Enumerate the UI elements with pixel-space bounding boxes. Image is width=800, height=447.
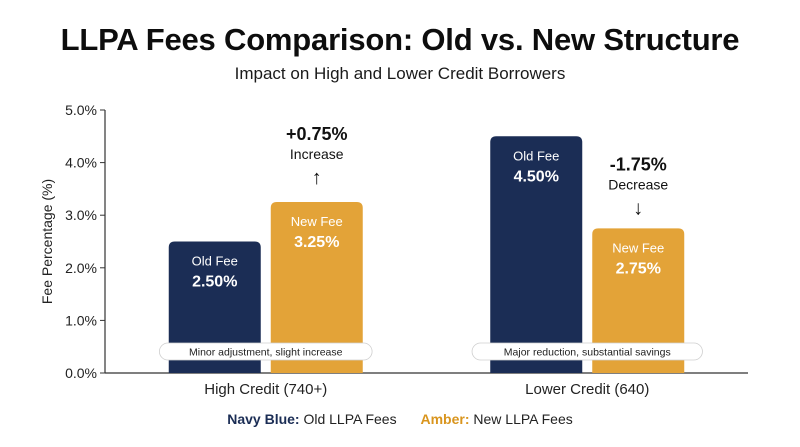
note-text: Major reduction, substantial savings — [504, 347, 671, 359]
bar-series-label: Old Fee — [513, 148, 559, 163]
chart-subtitle: Impact on High and Lower Credit Borrower… — [234, 64, 566, 83]
x-tick-label: Lower Credit (640) — [525, 381, 649, 398]
bar-value-label: 2.75% — [616, 260, 661, 277]
arrow-down-icon: ↓ — [633, 197, 643, 219]
change-value: -1.75% — [610, 154, 667, 174]
note-text: Minor adjustment, slight increase — [189, 347, 343, 359]
bar-value-label: 3.25% — [294, 234, 339, 251]
bar-value-label: 2.50% — [192, 274, 237, 291]
bar-series-label: Old Fee — [192, 254, 238, 269]
bar-series-label: New Fee — [291, 214, 343, 229]
y-tick-label: 4.0% — [65, 155, 97, 171]
bar-value-label: 4.50% — [514, 168, 559, 185]
bar-old-fee — [490, 136, 583, 373]
bar-series-label: New Fee — [612, 240, 664, 255]
y-tick-label: 2.0% — [65, 260, 97, 276]
bar-new-fee — [270, 202, 363, 373]
legend-old: Navy Blue: Old LLPA Fees — [227, 411, 396, 427]
legend-old-key: Navy Blue: — [227, 411, 300, 427]
note-pill — [471, 342, 703, 361]
bar-new-fee — [592, 228, 685, 373]
y-axis-label: Fee Percentage (%) — [39, 179, 55, 304]
change-text: Increase — [290, 146, 344, 162]
y-tick-label: 3.0% — [65, 207, 97, 223]
legend-new: Amber: New LLPA Fees — [421, 411, 573, 427]
y-tick-label: 0.0% — [65, 365, 97, 381]
note-pill — [158, 342, 373, 361]
x-tick-label: High Credit (740+) — [204, 381, 327, 398]
change-value: +0.75% — [286, 124, 348, 144]
legend: Navy Blue: Old LLPA Fees Amber: New LLPA… — [0, 411, 800, 427]
chart-title: LLPA Fees Comparison: Old vs. New Struct… — [60, 22, 740, 57]
legend-new-key: Amber: — [420, 411, 470, 427]
y-tick-label: 5.0% — [65, 102, 97, 118]
y-tick-label: 1.0% — [65, 312, 97, 328]
legend-old-label: Old LLPA Fees — [303, 411, 397, 427]
change-text: Decrease — [608, 176, 668, 192]
bar-old-fee — [168, 241, 261, 373]
arrow-up-icon: ↑ — [312, 167, 322, 189]
legend-new-label: New LLPA Fees — [473, 411, 573, 427]
